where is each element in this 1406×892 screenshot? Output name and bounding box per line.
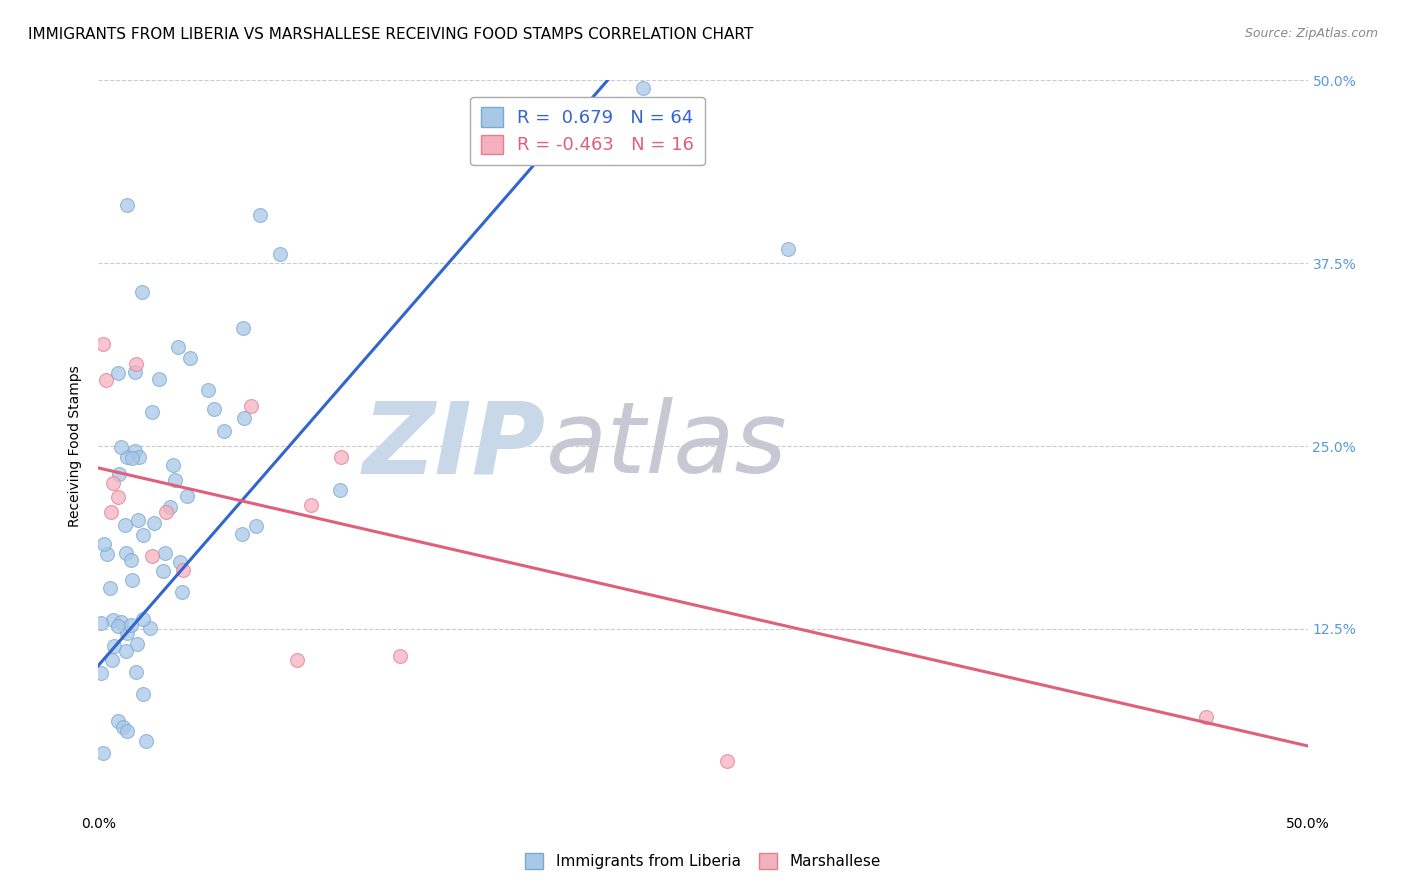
- Point: [132, 612, 155, 626]
- Point: [91, 746, 114, 760]
- Point: [117, 197, 139, 211]
- Point: [115, 546, 138, 560]
- Point: [121, 573, 143, 587]
- Point: [108, 467, 131, 482]
- Point: [299, 498, 322, 512]
- Point: [1195, 709, 1218, 723]
- Point: [115, 450, 138, 465]
- Point: [232, 411, 254, 425]
- Point: [167, 339, 190, 353]
- Point: [141, 405, 163, 419]
- Point: [132, 687, 155, 701]
- Point: [240, 399, 263, 413]
- Point: [107, 714, 129, 728]
- Point: [169, 555, 191, 569]
- Point: [245, 519, 267, 533]
- Point: [389, 648, 412, 663]
- Point: [776, 242, 799, 256]
- Point: [127, 513, 149, 527]
- Point: [120, 618, 142, 632]
- Point: [141, 549, 163, 563]
- Point: [107, 619, 129, 633]
- Point: [212, 425, 235, 439]
- Point: [100, 505, 122, 519]
- Point: [101, 653, 124, 667]
- Point: [329, 483, 352, 497]
- Legend: R =  0.679   N = 64, R = -0.463   N = 16: R = 0.679 N = 64, R = -0.463 N = 16: [470, 96, 704, 165]
- Point: [159, 500, 181, 515]
- Point: [232, 321, 254, 335]
- Point: [128, 450, 150, 464]
- Point: [124, 365, 146, 379]
- Point: [100, 581, 122, 595]
- Point: [124, 444, 146, 458]
- Point: [155, 546, 177, 560]
- Point: [90, 665, 112, 680]
- Point: [110, 615, 132, 630]
- Point: [90, 616, 112, 631]
- Point: [110, 440, 132, 454]
- Text: atlas: atlas: [546, 398, 787, 494]
- Text: ZIP: ZIP: [363, 398, 546, 494]
- Legend: Immigrants from Liberia, Marshallese: Immigrants from Liberia, Marshallese: [519, 847, 887, 875]
- Point: [287, 653, 309, 667]
- Point: [249, 208, 271, 222]
- Point: [111, 720, 134, 734]
- Text: Source: ZipAtlas.com: Source: ZipAtlas.com: [1244, 27, 1378, 40]
- Point: [231, 527, 253, 541]
- Point: [117, 724, 139, 739]
- Point: [269, 247, 291, 261]
- Point: [139, 621, 162, 635]
- Point: [142, 516, 165, 530]
- Point: [152, 564, 174, 578]
- Point: [172, 585, 194, 599]
- Point: [107, 490, 129, 504]
- Point: [179, 351, 201, 366]
- Point: [197, 383, 219, 397]
- Point: [117, 625, 139, 640]
- Point: [94, 373, 117, 387]
- Point: [132, 527, 155, 541]
- Point: [172, 563, 194, 577]
- Point: [155, 505, 177, 519]
- Y-axis label: Receiving Food Stamps: Receiving Food Stamps: [69, 365, 83, 527]
- Point: [101, 613, 124, 627]
- Point: [120, 553, 142, 567]
- Point: [121, 451, 143, 466]
- Point: [93, 537, 115, 551]
- Point: [96, 548, 118, 562]
- Point: [124, 358, 146, 372]
- Point: [124, 665, 146, 680]
- Point: [162, 458, 184, 473]
- Point: [148, 372, 170, 386]
- Point: [91, 336, 114, 351]
- Point: [165, 473, 187, 487]
- Point: [716, 754, 738, 768]
- Point: [176, 489, 198, 503]
- Point: [131, 285, 153, 300]
- Point: [114, 517, 136, 532]
- Point: [135, 733, 157, 747]
- Point: [107, 366, 129, 380]
- Point: [103, 640, 125, 654]
- Point: [330, 450, 353, 464]
- Point: [115, 644, 138, 658]
- Point: [204, 402, 226, 417]
- Point: [101, 475, 124, 490]
- Text: IMMIGRANTS FROM LIBERIA VS MARSHALLESE RECEIVING FOOD STAMPS CORRELATION CHART: IMMIGRANTS FROM LIBERIA VS MARSHALLESE R…: [28, 27, 754, 42]
- Point: [125, 637, 148, 651]
- Point: [631, 80, 654, 95]
